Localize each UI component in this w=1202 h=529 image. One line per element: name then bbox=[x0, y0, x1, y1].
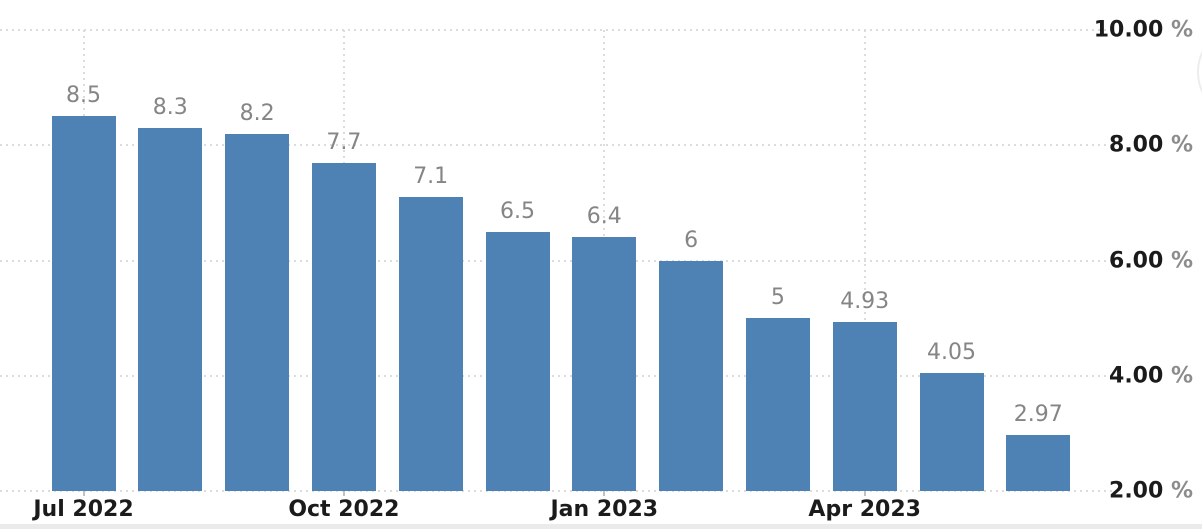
x-axis-tick bbox=[603, 491, 606, 496]
bar-value-label: 8.2 bbox=[239, 100, 275, 126]
bar[interactable] bbox=[1006, 435, 1071, 491]
horizontal-gridline bbox=[0, 144, 1113, 147]
y-axis-label-percent: % bbox=[1163, 132, 1193, 158]
bar[interactable] bbox=[745, 318, 810, 491]
y-axis-label-percent: % bbox=[1163, 248, 1193, 273]
y-axis-label-percent: % bbox=[1163, 17, 1193, 43]
watermark-circle bbox=[1197, 24, 1202, 120]
y-axis-label-percent: % bbox=[1163, 478, 1193, 504]
x-axis-tick bbox=[82, 491, 85, 496]
y-axis-label-number: 4.00 bbox=[1109, 363, 1164, 389]
y-axis-label: 6.00 % bbox=[1109, 248, 1193, 273]
bar-value-label: 2.97 bbox=[1013, 402, 1063, 428]
bar[interactable] bbox=[138, 127, 203, 491]
y-axis-label: 8.00 % bbox=[1109, 133, 1193, 158]
horizontal-scrollbar-track[interactable] bbox=[0, 524, 1202, 529]
vertical-gridline bbox=[863, 30, 866, 491]
bar-value-label: 6 bbox=[684, 227, 699, 253]
bar-value-label: 4.93 bbox=[840, 289, 890, 315]
y-axis-label: 10.00 % bbox=[1094, 18, 1193, 43]
bar[interactable] bbox=[398, 197, 463, 491]
bar[interactable] bbox=[225, 133, 290, 491]
bar-value-label: 7.7 bbox=[326, 129, 362, 155]
x-axis-label: Jan 2023 bbox=[550, 497, 659, 522]
y-axis-label-percent: % bbox=[1163, 363, 1193, 389]
bar[interactable] bbox=[832, 322, 897, 491]
horizontal-gridline bbox=[0, 29, 1113, 31]
y-axis-label-number: 10.00 bbox=[1093, 17, 1164, 43]
y-axis-label: 4.00 % bbox=[1109, 363, 1193, 388]
x-axis-tick bbox=[863, 491, 866, 496]
horizontal-gridline bbox=[0, 259, 1113, 262]
bar[interactable] bbox=[572, 237, 637, 491]
bar[interactable] bbox=[51, 116, 116, 491]
y-axis-label-number: 8.00 bbox=[1109, 132, 1164, 158]
bar-value-label: 5 bbox=[770, 285, 785, 311]
y-axis-label-number: 6.00 bbox=[1109, 248, 1164, 273]
horizontal-gridline bbox=[0, 374, 1113, 377]
bar[interactable] bbox=[311, 162, 376, 491]
y-axis-label: 2.00 % bbox=[1109, 479, 1193, 504]
bar-value-label: 6.5 bbox=[500, 198, 535, 224]
bar-value-label: 8.3 bbox=[152, 94, 188, 120]
bar[interactable] bbox=[659, 260, 724, 491]
x-axis-tick bbox=[342, 491, 345, 496]
x-axis-label: Apr 2023 bbox=[808, 497, 921, 522]
bar[interactable] bbox=[485, 231, 550, 491]
bar[interactable] bbox=[919, 372, 984, 491]
horizontal-gridline bbox=[0, 490, 1113, 492]
x-axis-label: Oct 2022 bbox=[288, 497, 400, 522]
y-axis-label-number: 2.00 bbox=[1109, 478, 1164, 504]
bar-value-label: 6.4 bbox=[586, 204, 622, 230]
bar-value-label: 4.05 bbox=[927, 339, 976, 365]
x-axis-label: Jul 2022 bbox=[33, 497, 134, 522]
bar-value-label: 7.1 bbox=[413, 164, 449, 190]
bar-value-label: 8.5 bbox=[66, 83, 101, 109]
